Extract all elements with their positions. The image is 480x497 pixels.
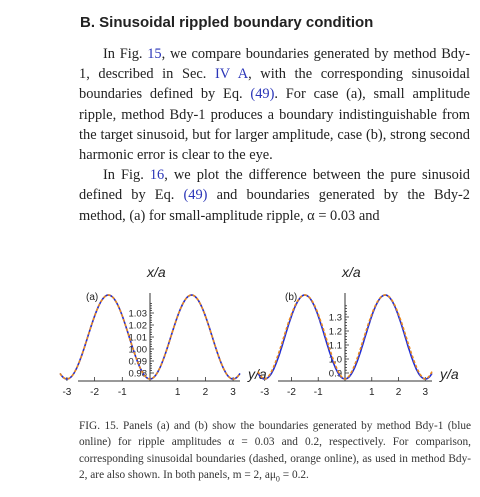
x-tick-label: -2 [287,387,296,398]
y-tick-label: 1.3 [329,313,342,324]
sinusoidal-boundary-curve [59,294,241,380]
x-tick-label: 2 [396,387,402,398]
y-tick-label: 1.0 [329,355,342,366]
reference-link[interactable]: 16 [149,167,165,184]
y-tick-label: 1.02 [129,321,148,332]
y-axis-title: x/a [146,264,166,280]
y-tick-label: 1.1 [329,341,342,352]
x-tick-label: 3 [423,387,429,398]
panel-label: (a) [86,292,98,303]
x-tick-label: 1 [175,387,181,398]
y-tick-label: 1.03 [129,309,148,320]
x-tick-label: -3 [62,387,71,398]
paragraph-2: In Fig. 16, we plot the difference betwe… [79,167,470,224]
y-tick-label: 0.98 [129,369,148,380]
figure-caption: FIG. 15. Panels (a) and (b) show the bou… [79,418,471,487]
reference-link[interactable]: (49) [250,86,275,103]
y-tick-label: 1.01 [129,333,148,344]
section-heading: B. Sinusoidal rippled boundary condition [80,14,374,31]
caption-text: FIG. 15. Panels (a) and (b) show the bou… [79,420,471,484]
x-tick-label: 2 [203,387,209,398]
reference-link[interactable]: (49) [183,187,208,204]
panel-label: (b) [285,292,297,303]
x-tick-label: -3 [260,387,269,398]
body-text: In Fig. 15, we compare boundaries genera… [79,44,470,226]
x-axis-title: y/a [439,366,459,382]
caption-subscript: 0 [275,474,280,484]
x-tick-label: 1 [369,387,375,398]
reference-link[interactable]: 15 [147,46,162,62]
figure-15: x/a (a) 0.98 0.99 1.00 1.01 1.02 1.03 -3 -2 -1 1 2 3 y… [0,255,480,415]
y-tick-label: 1.2 [329,327,342,338]
figure-15-plot: x/a(a)0.980.991.001.011.021.03-3 -2 -1 1 2 3y… [59,264,459,398]
y-tick-label: 0.9 [329,369,342,380]
x-tick-label: 3 [230,387,236,398]
paragraph-1: In Fig. 15, we compare boundaries genera… [79,46,470,164]
x-tick-label: -2 [90,387,99,398]
y-axis-title: x/a [341,264,361,280]
reference-link[interactable]: IV A [214,66,249,83]
y-tick-label: 1.00 [129,345,148,356]
sinusoidal-boundary-curve [257,294,433,380]
x-tick-label: -1 [314,387,323,398]
x-tick-label: -1 [118,387,127,398]
